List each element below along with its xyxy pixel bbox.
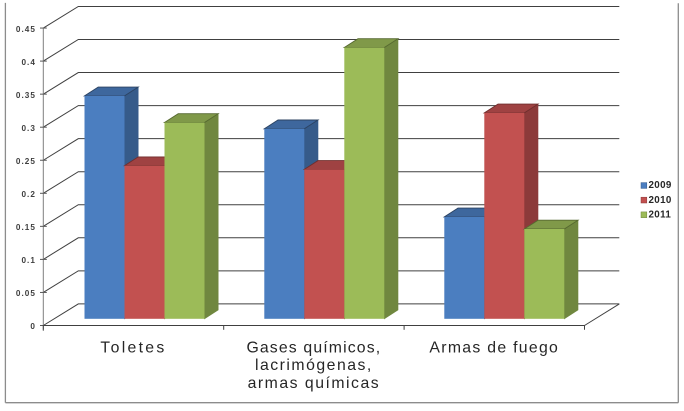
svg-text:Gases químicos,: Gases químicos, bbox=[246, 339, 381, 356]
svg-text:0.15: 0.15 bbox=[16, 223, 36, 232]
svg-text:0: 0 bbox=[30, 322, 36, 331]
svg-text:2010: 2010 bbox=[649, 195, 672, 206]
svg-text:0.4: 0.4 bbox=[21, 58, 36, 67]
svg-text:0.2: 0.2 bbox=[21, 190, 36, 199]
svg-text:2011: 2011 bbox=[649, 210, 672, 221]
svg-text:0.1: 0.1 bbox=[21, 256, 36, 265]
svg-text:Armas de fuego: Armas de fuego bbox=[429, 339, 559, 356]
svg-text:2009: 2009 bbox=[649, 180, 672, 191]
svg-text:Toletes: Toletes bbox=[100, 339, 166, 356]
svg-text:lacrimógenas,: lacrimógenas, bbox=[255, 357, 373, 374]
svg-text:0.35: 0.35 bbox=[16, 91, 36, 100]
svg-text:0.45: 0.45 bbox=[16, 25, 36, 34]
svg-text:0.25: 0.25 bbox=[16, 157, 36, 166]
svg-text:0.3: 0.3 bbox=[21, 124, 36, 133]
svg-text:armas químicas: armas químicas bbox=[248, 375, 381, 392]
svg-text:0.05: 0.05 bbox=[16, 289, 36, 298]
